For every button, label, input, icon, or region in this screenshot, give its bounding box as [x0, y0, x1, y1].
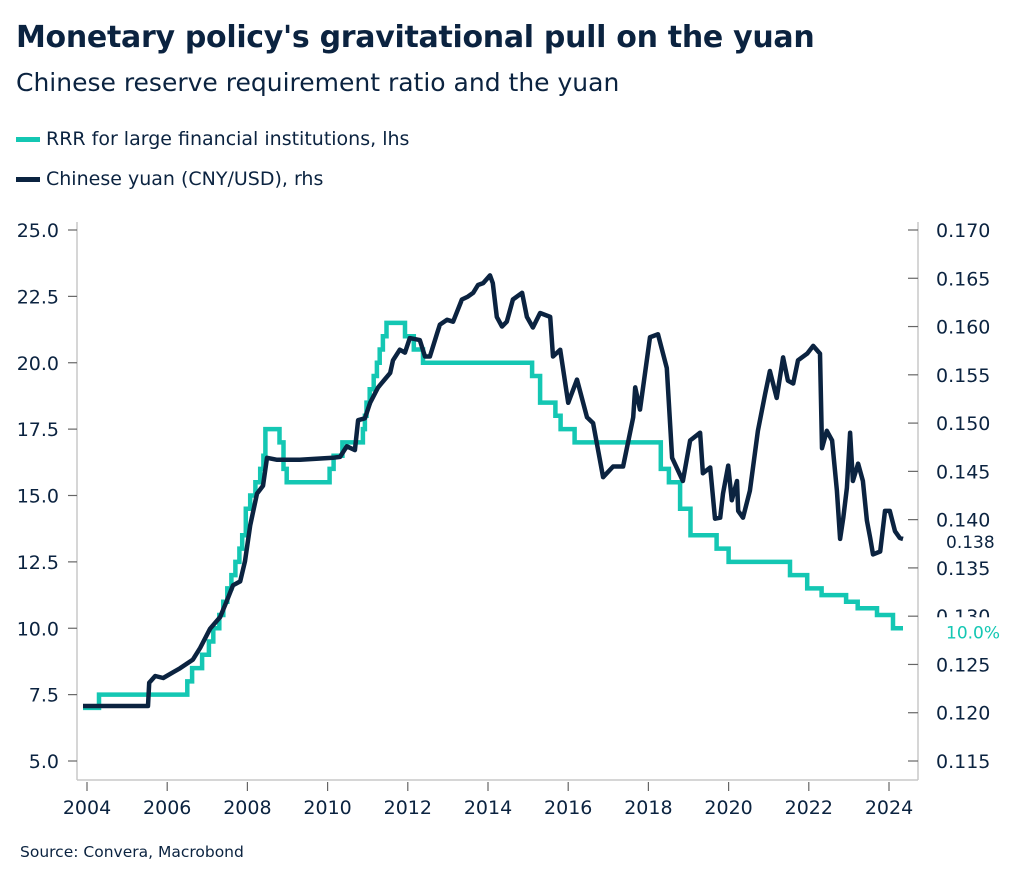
legend-label-rrr: RRR for large financial institutions, lh…	[46, 128, 410, 150]
left-axis-tick-label: 12.5	[17, 552, 59, 574]
right-axis-tick-label: 0.140	[936, 510, 990, 532]
chart-subtitle: Chinese reserve requirement ratio and th…	[16, 68, 620, 97]
x-axis-tick-label: 2020	[704, 797, 752, 819]
x-axis-tick-label: 2008	[223, 797, 271, 819]
x-axis-tick-label: 2014	[464, 797, 512, 819]
right-axis-tick-label: 0.165	[936, 268, 990, 290]
x-axis-tick-label: 2006	[143, 797, 191, 819]
left-axis-tick-label: 25.0	[17, 220, 59, 242]
yuan-line	[83, 273, 904, 709]
legend-label-yuan: Chinese yuan (CNY/USD), rhs	[46, 168, 324, 190]
legend-item-yuan: Chinese yuan (CNY/USD), rhs	[16, 168, 323, 190]
yuan-end-label-bg	[930, 526, 1000, 553]
left-axis-tick-label: 15.0	[17, 486, 59, 508]
left-axis-tick-label: 7.5	[29, 685, 59, 707]
legend-swatch-yuan	[16, 176, 40, 182]
left-axis-tick-label: 10.0	[17, 618, 59, 640]
x-axis-tick-label: 2016	[544, 797, 592, 819]
left-axis-tick-label: 22.5	[17, 286, 59, 308]
left-axis-tick-label: 5.0	[29, 751, 59, 773]
yuan-end-label: 0.138	[946, 533, 995, 553]
right-axis-tick-label: 0.160	[936, 317, 990, 339]
left-axis-tick-label: 17.5	[17, 419, 59, 441]
x-axis-tick-label: 2012	[384, 797, 432, 819]
right-axis-tick-label: 0.145	[936, 461, 990, 483]
right-axis-tick-label: 0.170	[936, 220, 990, 242]
legend-swatch-rrr	[16, 136, 40, 142]
right-axis-tick-label: 0.155	[936, 365, 990, 387]
x-axis-tick-label: 2004	[63, 797, 111, 819]
x-axis-tick-label: 2022	[785, 797, 833, 819]
x-axis-tick-label: 2018	[624, 797, 672, 819]
rrr-end-label-bg	[930, 617, 1010, 646]
left-axis-tick-label: 20.0	[17, 353, 59, 375]
legend-item-rrr: RRR for large financial institutions, lh…	[16, 128, 409, 150]
right-axis-tick-label: 0.115	[936, 751, 990, 773]
rrr-end-label: 10.0%	[946, 623, 1000, 643]
x-axis-tick-label: 2024	[865, 797, 913, 819]
right-axis-tick-label: 0.120	[936, 703, 990, 725]
right-axis-tick-label: 0.135	[936, 558, 990, 580]
right-axis-tick-label: 0.125	[936, 654, 990, 676]
chart-title: Monetary policy's gravitational pull on …	[16, 20, 815, 55]
source-note: Source: Convera, Macrobond	[20, 843, 244, 861]
x-axis-tick-label: 2010	[303, 797, 351, 819]
right-axis-tick-label: 0.150	[936, 413, 990, 435]
